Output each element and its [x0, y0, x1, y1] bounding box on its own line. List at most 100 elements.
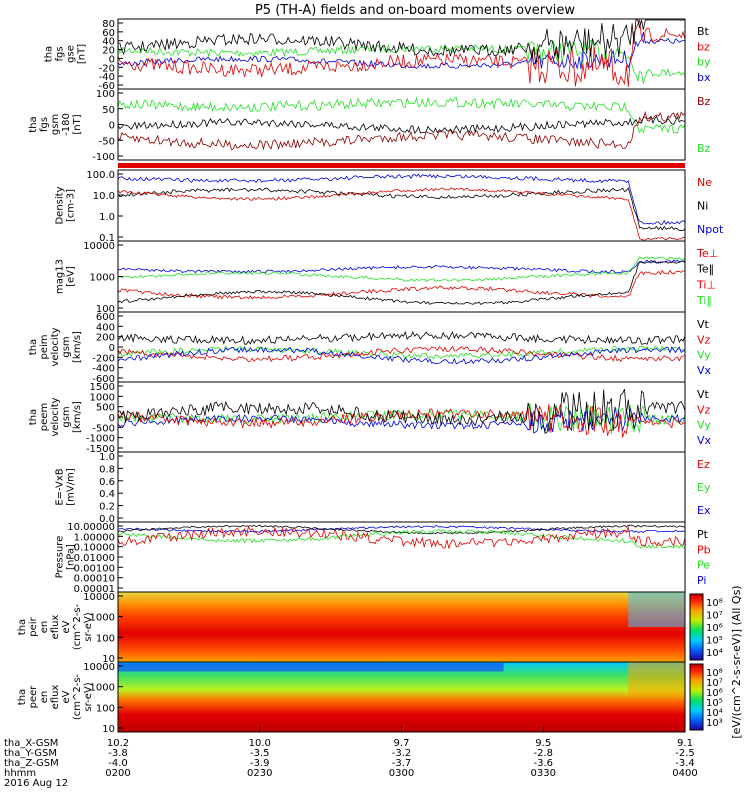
x-tick-label: -3.6: [533, 758, 553, 769]
trace-vz: [117, 406, 686, 434]
x-tick-label: -3.9: [250, 758, 270, 769]
legend-vx: Vx: [697, 434, 712, 447]
x-axis-row-label: hhmm: [4, 768, 36, 779]
trace-vt: [117, 330, 686, 345]
y-tick-label: -20: [99, 63, 115, 74]
y-axis-label: en: [39, 621, 50, 634]
panel-frame: [117, 311, 686, 383]
legend-ti⊥: Ti⊥: [696, 278, 716, 291]
trace-te‖: [117, 256, 686, 283]
x-axis-row-label: tha_Z-GSM: [4, 758, 59, 769]
y-tick-label: 400: [96, 322, 115, 333]
y-axis-label: [mV/m]: [66, 468, 77, 506]
trace-bx: [117, 19, 685, 65]
y-tick-label: 0.1: [99, 233, 115, 244]
y-axis-label: tha: [17, 619, 28, 635]
trace-bt: [117, 39, 686, 84]
y-axis-label: tha: [44, 46, 55, 62]
y-tick-label: 10.0: [93, 191, 115, 202]
panel-frame: [117, 240, 686, 313]
y-axis-label: [nT]: [77, 44, 88, 64]
legend-pi: Pi: [697, 574, 706, 587]
x-tick-label: 10.0: [249, 738, 271, 749]
y-axis-label: [km/s]: [72, 401, 83, 433]
y-tick-label: 0.01000: [74, 553, 115, 564]
y-axis-label: peem: [39, 403, 50, 431]
legend-ey: Ey: [697, 481, 711, 494]
y-axis-label: eflux: [50, 685, 61, 710]
spectrogram-late-band: [628, 662, 685, 697]
y-tick-label: 40: [102, 37, 115, 48]
y-axis-label: eflux: [50, 615, 61, 640]
y-tick-label: 0.6: [99, 477, 115, 488]
spectrogram-image: [118, 662, 685, 732]
legend-ez: Ez: [697, 458, 710, 471]
y-tick-label: 10000: [83, 662, 115, 673]
trace-pb: [117, 524, 685, 535]
x-tick-label: 9.5: [535, 738, 551, 749]
y-tick-label: 10: [102, 654, 115, 665]
colorbar-tick-label: 10⁶: [706, 688, 723, 699]
legend-vy: Vy: [697, 349, 711, 362]
colorbar-tick-label: 10⁵: [706, 636, 723, 647]
x-tick-label: -2.8: [533, 748, 553, 759]
data-flag-bar: [118, 163, 685, 168]
trace-vx: [117, 389, 686, 435]
x-tick-label: 0400: [672, 768, 697, 779]
y-tick-label: 100.0: [86, 170, 115, 181]
y-axis-label: sr-eV): [83, 682, 94, 711]
colorbar-tick-label: 10⁷: [706, 611, 723, 622]
spectrogram-image: [118, 592, 685, 662]
trace-npot: [117, 187, 686, 241]
y-axis-label: [eV]: [66, 266, 77, 287]
colorbar-tick-label: 10⁸: [706, 598, 723, 609]
y-axis-label: en: [39, 691, 50, 704]
legend-vt: Vt: [697, 318, 710, 331]
y-tick-label: 0.8: [99, 464, 115, 475]
y-axis-label: gsm: [61, 336, 72, 357]
legend-te⊥: Te⊥: [696, 247, 718, 260]
y-tick-label: -200: [92, 353, 115, 364]
legend-bx: bx: [697, 71, 711, 84]
panel-frame: [117, 88, 686, 161]
panel-9: 10000 1000 100 10 tha peir en eflux eV (cm^2-s-sr…: [17, 591, 686, 665]
y-tick-label: 0.00010: [74, 574, 115, 585]
y-axis-label: [nT]: [72, 114, 83, 134]
trace-pi: [117, 525, 686, 550]
y-axis-label: Density: [55, 186, 66, 224]
x-tick-label: -4.0: [108, 758, 128, 769]
x-axis-row-label: tha_Y-GSM: [4, 748, 57, 759]
y-tick-label: 10: [102, 724, 115, 735]
y-tick-label: 20: [102, 46, 115, 57]
y-axis-label: peer: [28, 685, 39, 709]
colorbar-label: [eV/(cm^2-s-sr-eV)] (All Qs): [730, 585, 743, 738]
y-tick-label: -500: [92, 423, 115, 434]
y-axis-label: tha: [28, 409, 39, 425]
y-tick-label: 0.4: [99, 489, 115, 500]
colorbar-tick-label: 10⁴: [706, 708, 723, 719]
x-tick-label: 0200: [105, 768, 130, 779]
y-tick-label: 500: [96, 403, 115, 414]
legend-vz: Vz: [697, 333, 711, 346]
trace-bz: [117, 96, 686, 134]
x-tick-label: -3.4: [675, 758, 695, 769]
panel-10: 10000 1000 100 10 tha peer en eflux eV (cm^2-s-sr…: [17, 661, 686, 735]
y-tick-label: -50: [99, 136, 115, 147]
x-tick-label: -3.8: [108, 748, 128, 759]
colorbar-tick-label: 10⁸: [706, 668, 723, 679]
legend-ni: Ni: [697, 200, 708, 213]
panel-2: 100 50 0 -50 -100 tha fgs gsm -180 [nT] Bz Bz: [28, 88, 711, 163]
legend-pb: Pb: [697, 543, 711, 556]
trace-pe: [117, 529, 686, 549]
y-axis-label: tha: [17, 689, 28, 705]
y-axis-label: mag13: [55, 259, 66, 294]
spectrogram-top-band: [118, 663, 504, 672]
trace-pt: [118, 525, 685, 533]
x-tick-label: 0230: [247, 768, 272, 779]
colorbar-tick-label: 10⁴: [706, 648, 723, 659]
y-axis-label: velocity: [50, 397, 61, 436]
trace-vz: [117, 345, 686, 360]
